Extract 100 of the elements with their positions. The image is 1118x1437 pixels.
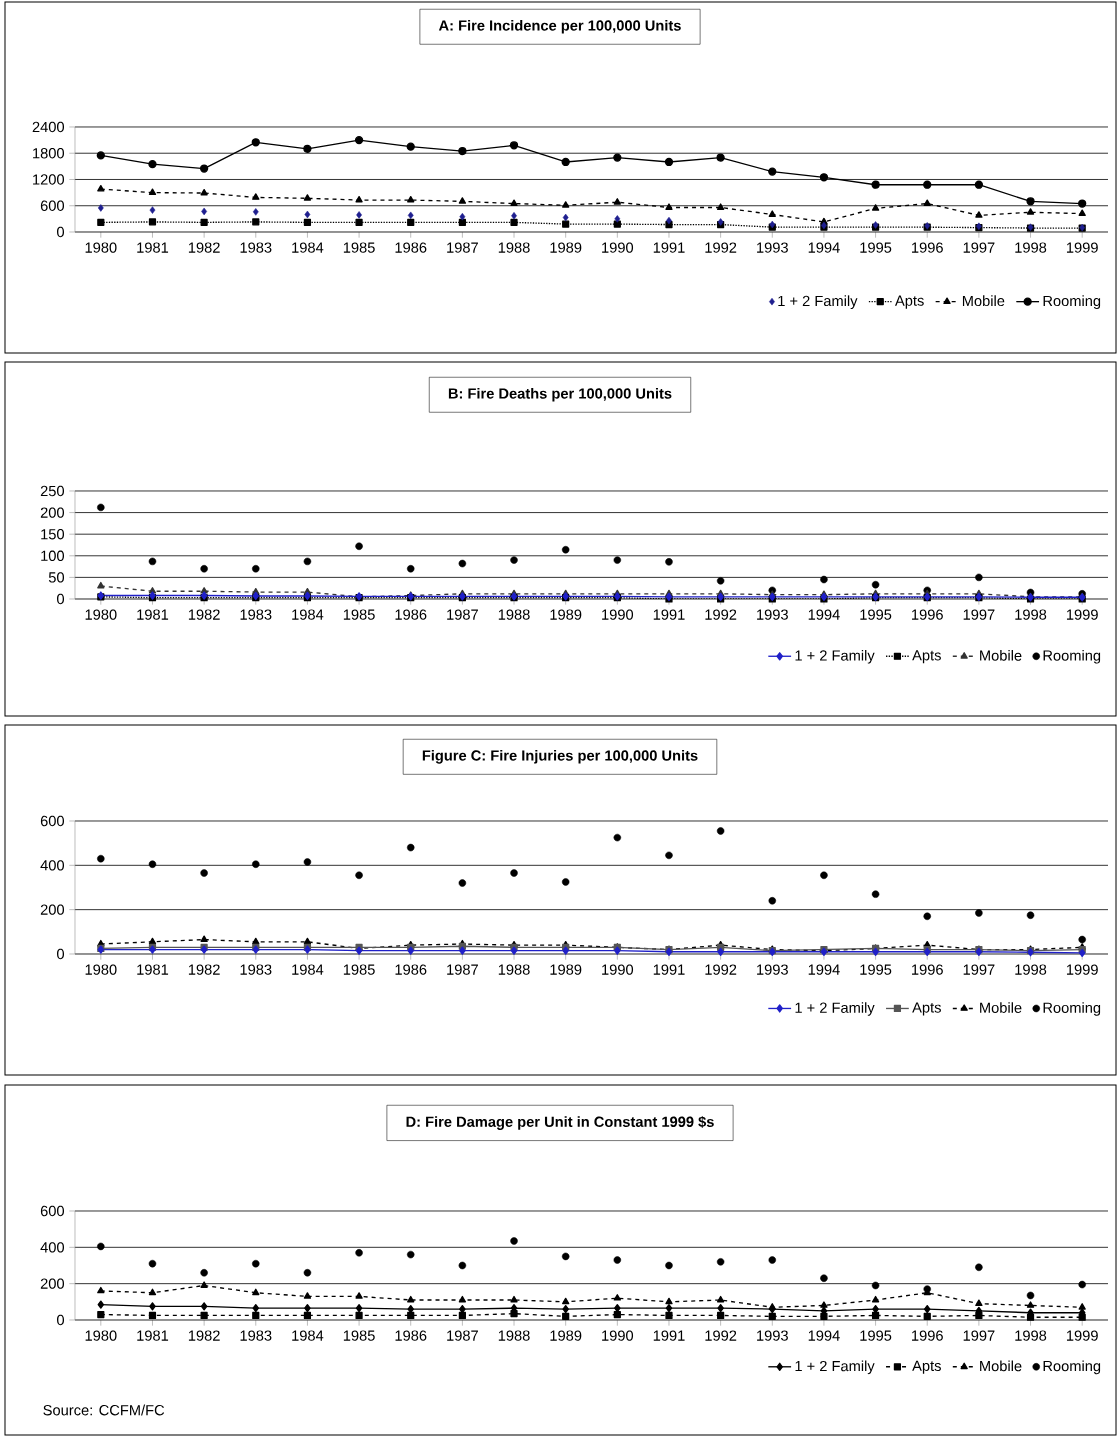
x-tick-label: 1990 (602, 609, 634, 620)
legend-label: Mobile (980, 1360, 1022, 1372)
x-tick-label: 1993 (757, 242, 788, 253)
x-tick-label: 1983 (240, 964, 272, 975)
x-tick-label: 1998 (1015, 1330, 1047, 1341)
x-tick-label: 1984 (292, 242, 324, 253)
x-tick-label: 1994 (808, 242, 840, 253)
x-tick-label: 1983 (240, 609, 272, 620)
x-tick-label: 1982 (188, 1330, 220, 1341)
x-tick-label: 1994 (808, 609, 840, 620)
x-tick-label: 1980 (85, 609, 117, 620)
legend-label: Apts (894, 295, 924, 309)
legend-label: Apts (912, 1360, 941, 1374)
x-tick-label: 1992 (705, 1330, 737, 1341)
x-tick-label: 1983 (240, 1330, 272, 1341)
x-tick-label: 1996 (912, 1330, 943, 1341)
x-tick-label: 1984 (292, 609, 324, 620)
x-tick-label: 1997 (963, 609, 995, 620)
y-tick-label: 400 (40, 860, 65, 871)
x-tick-label: 1994 (808, 964, 840, 975)
x-tick-label: 1985 (343, 1330, 375, 1341)
x-tick-label: 1995 (860, 1330, 892, 1341)
legend-label: Rooming (1043, 1360, 1101, 1375)
source-note: Source: CCFM/FC (43, 1404, 165, 1416)
y-tick-label: 0 (57, 948, 65, 960)
y-tick-label: 600 (40, 1205, 65, 1217)
x-tick-label: 1992 (705, 242, 737, 253)
x-tick-label: 1986 (395, 964, 427, 975)
y-tick-label: 0 (57, 226, 65, 238)
x-tick-label: 1982 (188, 964, 220, 975)
x-tick-label: 1990 (602, 242, 634, 253)
x-tick-label: 1991 (653, 609, 685, 620)
x-tick-label: 1982 (188, 242, 220, 253)
y-tick-label: 200 (40, 904, 65, 915)
x-tick-label: 1986 (395, 242, 427, 253)
x-tick-label: 1981 (137, 964, 169, 975)
x-tick-label: 1994 (808, 1330, 840, 1341)
y-tick-label: 0 (57, 1314, 65, 1326)
x-tick-label: 1989 (550, 964, 582, 975)
y-tick-label: 0 (57, 593, 65, 605)
x-tick-label: 1990 (602, 1330, 634, 1341)
y-tick-label: 200 (40, 507, 65, 518)
x-tick-label: 1985 (343, 609, 375, 620)
legend-label: Rooming (1043, 1002, 1101, 1016)
x-tick-label: 1986 (395, 609, 427, 620)
legend-label: 1 + 2 Family (778, 295, 858, 309)
x-tick-label: 1997 (963, 964, 995, 975)
x-tick-label: 1993 (757, 609, 788, 620)
x-tick-label: 1999 (1066, 964, 1098, 975)
x-tick-label: 1981 (137, 609, 169, 620)
y-tick-label: 2400 (32, 121, 65, 133)
x-tick-label: 1999 (1066, 609, 1098, 620)
x-tick-label: 1987 (447, 242, 478, 253)
x-tick-label: 1987 (447, 1330, 478, 1341)
y-tick-label: 1200 (33, 174, 65, 185)
x-tick-label: 1997 (963, 1330, 995, 1341)
chart-title: D: Fire Damage per Unit in Constant 1999 $s (406, 1115, 714, 1130)
x-tick-label: 1999 (1066, 1330, 1098, 1341)
x-tick-label: 1981 (137, 242, 169, 253)
x-tick-label: 1980 (85, 964, 117, 975)
x-tick-label: 1995 (860, 242, 892, 253)
x-tick-label: 1987 (447, 609, 478, 620)
x-tick-label: 1993 (757, 964, 788, 975)
x-tick-label: 1982 (188, 609, 220, 620)
x-tick-label: 1998 (1015, 964, 1047, 975)
x-tick-label: 1995 (860, 964, 892, 975)
x-tick-label: 1996 (912, 964, 943, 975)
x-tick-label: 1998 (1015, 242, 1047, 253)
x-tick-label: 1991 (653, 1330, 685, 1341)
y-tick-label: 600 (40, 200, 65, 211)
x-tick-label: 1993 (757, 1330, 788, 1341)
x-tick-label: 1996 (912, 242, 943, 253)
x-tick-label: 1992 (705, 964, 737, 975)
x-tick-label: 1984 (292, 1330, 324, 1341)
y-tick-label: 200 (40, 1278, 65, 1289)
y-tick-label: 1800 (33, 148, 65, 159)
x-tick-label: 1989 (550, 242, 582, 253)
x-tick-label: 1981 (137, 1330, 169, 1341)
x-tick-label: 1980 (85, 1330, 117, 1341)
x-tick-label: 1983 (240, 242, 272, 253)
y-tick-label: 600 (40, 815, 65, 827)
x-tick-label: 1980 (85, 242, 117, 253)
x-tick-label: 1987 (447, 964, 478, 975)
x-tick-label: 1992 (705, 609, 737, 620)
chart-title: A: Fire Incidence per 100,000 Units (438, 19, 681, 34)
legend-label: 1 + 2 Family (795, 1360, 875, 1375)
x-tick-label: 1988 (498, 964, 530, 975)
y-tick-label: 50 (48, 572, 65, 583)
legend-label: Mobile (980, 1002, 1022, 1013)
chart-title: Figure C: Fire Injuries per 100,000 Units (422, 749, 698, 764)
y-tick-label: 100 (41, 550, 65, 561)
legend-label: Mobile (962, 295, 1005, 307)
legend-label: Apts (912, 650, 941, 664)
x-tick-label: 1986 (395, 1330, 427, 1341)
x-tick-label: 1998 (1015, 609, 1047, 620)
legend-label: Rooming (1043, 649, 1101, 664)
y-tick-label: 400 (40, 1242, 65, 1253)
x-tick-label: 1991 (653, 964, 685, 975)
legend-label: Rooming (1043, 295, 1101, 309)
x-tick-label: 1991 (653, 242, 685, 253)
